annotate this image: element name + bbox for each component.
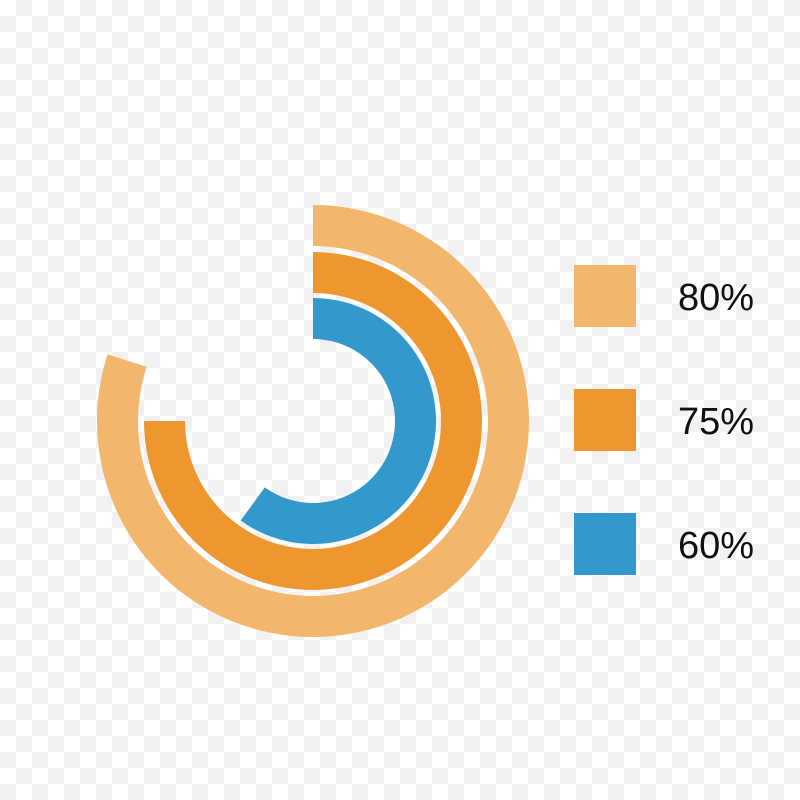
legend-label: 80% [678, 277, 754, 319]
legend-swatch [574, 513, 636, 575]
legend-label: 75% [678, 401, 754, 443]
legend: 80% 75% 60% [574, 265, 754, 575]
legend-swatch [574, 389, 636, 451]
arc-60 [240, 298, 436, 544]
legend-label: 60% [678, 525, 754, 567]
legend-swatch [574, 265, 636, 327]
